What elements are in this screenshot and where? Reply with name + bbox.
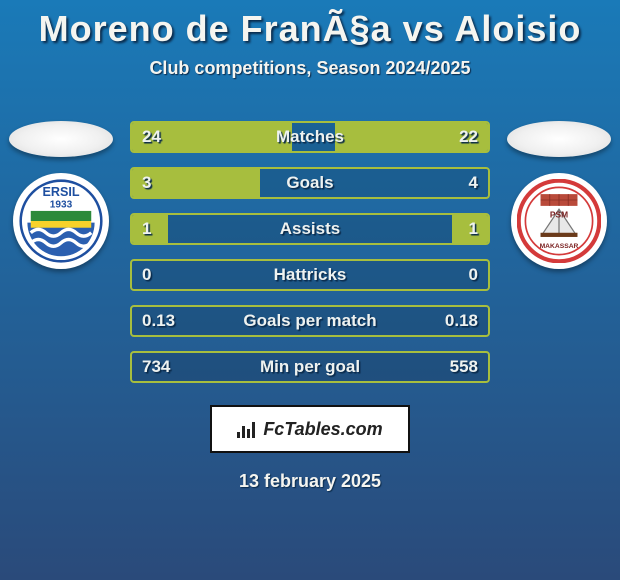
brand-plate[interactable]: FcTables.com: [210, 405, 410, 453]
club-badge-left: ERSIL 1933: [13, 173, 109, 269]
bar-value-left: 734: [132, 353, 180, 381]
stat-bar: 0 0Hattricks: [130, 259, 490, 291]
bar-fill-left: [132, 215, 168, 243]
bar-fill-right: [452, 215, 488, 243]
brand-text: FcTables.com: [263, 419, 382, 440]
bar-label: Min per goal: [132, 353, 488, 381]
bar-value-right: 4: [459, 169, 488, 197]
stat-bar: 2422Matches: [130, 121, 490, 153]
right-column: PSM MAKASSAR: [504, 107, 614, 269]
bar-fill-left: [132, 123, 292, 151]
bar-value-right: 558: [440, 353, 488, 381]
stat-bar: 734 558Min per goal: [130, 351, 490, 383]
date-text: 13 february 2025: [0, 471, 620, 492]
page-title: Moreno de FranÃ§a vs Aloisio: [0, 8, 620, 50]
persib-bandung-icon: ERSIL 1933: [19, 179, 103, 263]
badge-right-text-bottom: MAKASSAR: [540, 243, 579, 250]
bar-value-left: 0.13: [132, 307, 185, 335]
stat-bars: 2422Matches 34Goals 11Assists 0 0Hattricks 0.…: [130, 107, 490, 383]
badge-left-text-year: 1933: [50, 200, 73, 211]
psm-makassar-icon: PSM MAKASSAR: [517, 179, 601, 263]
bar-label: Goals per match: [132, 307, 488, 335]
stat-bar: 0.13 0.18Goals per match: [130, 305, 490, 337]
bar-label: Assists: [132, 215, 488, 243]
left-column: ERSIL 1933: [6, 107, 116, 269]
chart-icon: [237, 420, 257, 438]
bar-fill-right: [335, 123, 488, 151]
bar-value-left: 0: [132, 261, 161, 289]
bar-value-right: 0: [459, 261, 488, 289]
stat-bar: 11Assists: [130, 213, 490, 245]
badge-right-text-top: PSM: [550, 210, 568, 220]
bar-label: Hattricks: [132, 261, 488, 289]
comparison-card: Moreno de FranÃ§a vs Aloisio Club compet…: [0, 0, 620, 580]
bar-fill-left: [132, 169, 260, 197]
body-row: ERSIL 1933 2422Matches34Goals11Assists00…: [0, 107, 620, 383]
subtitle: Club competitions, Season 2024/2025: [0, 58, 620, 79]
player-oval-right: [507, 121, 611, 157]
stat-bar: 34Goals: [130, 167, 490, 199]
club-badge-right: PSM MAKASSAR: [511, 173, 607, 269]
player-oval-left: [9, 121, 113, 157]
badge-left-text-top: ERSIL: [42, 185, 79, 199]
bar-value-right: 0.18: [435, 307, 488, 335]
